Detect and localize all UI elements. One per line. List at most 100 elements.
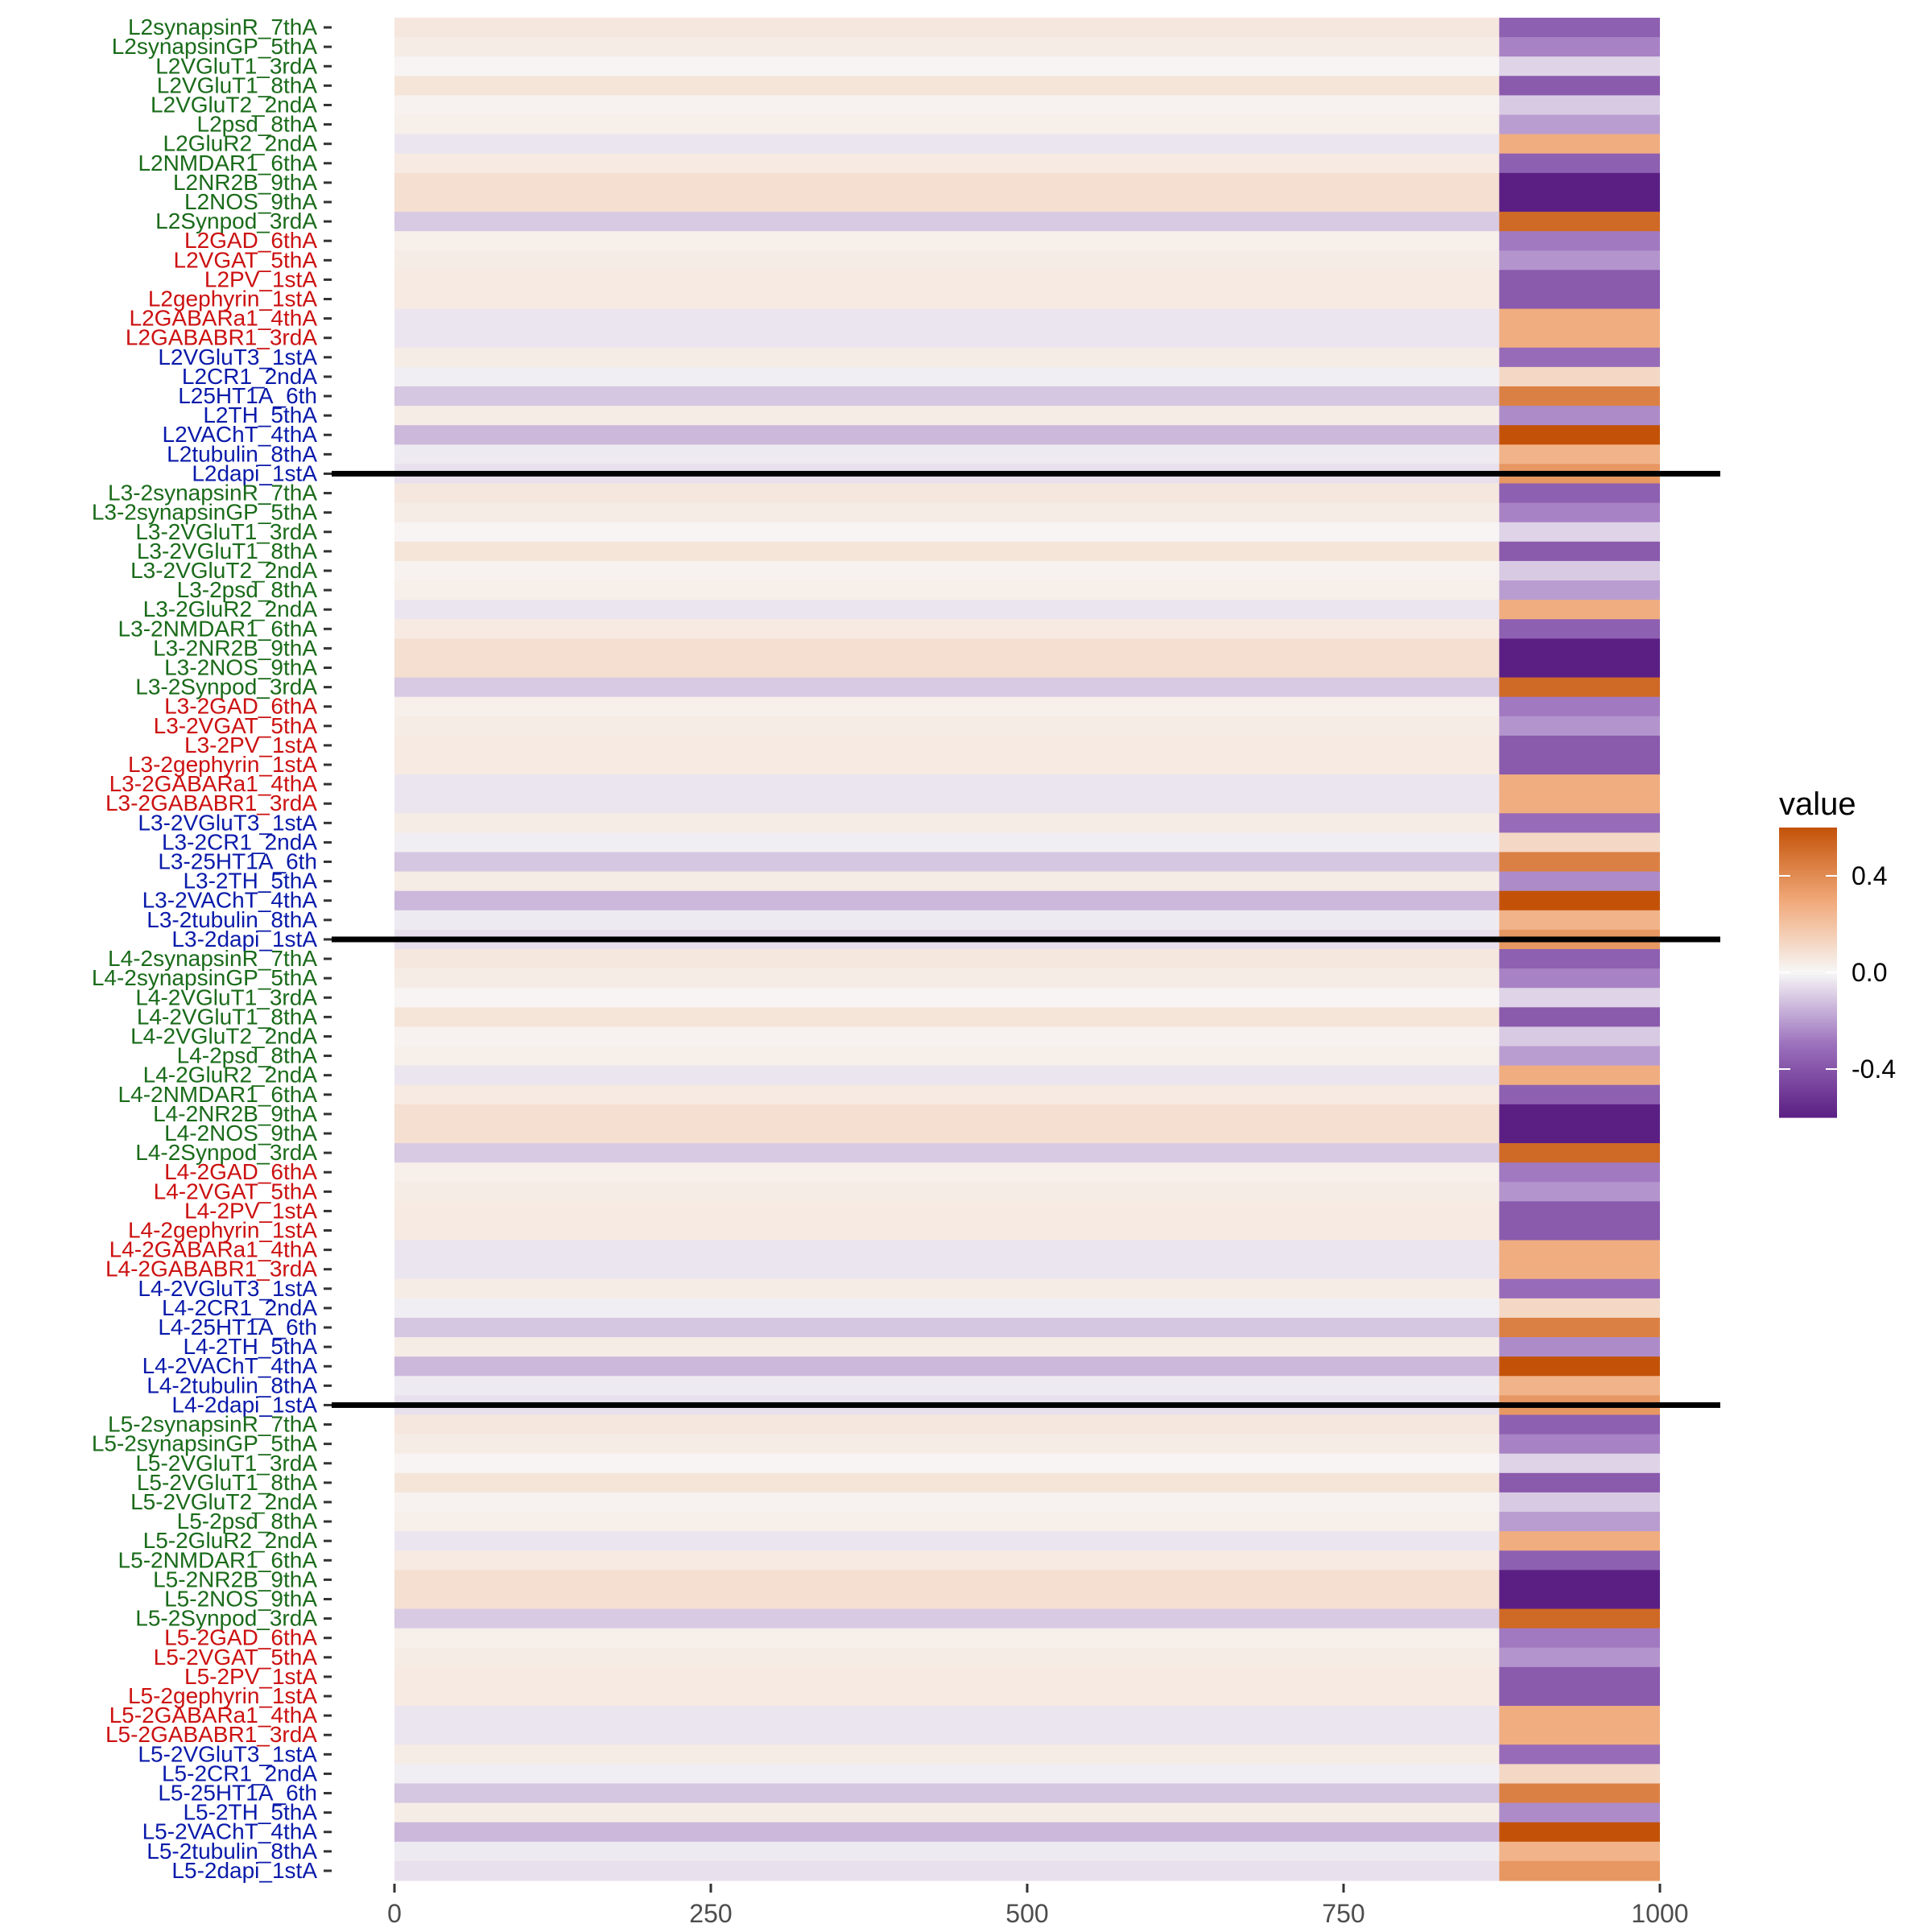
y-tick-label: L3-2NMDAR1_6thA (118, 616, 318, 641)
heatmap-cell (1499, 1182, 1660, 1202)
y-tick-label: L4-2VGluT3_1stA (138, 1276, 317, 1301)
heatmap-cell (1499, 1143, 1660, 1163)
heatmap-cell (394, 444, 1500, 464)
heatmap-cell (394, 1434, 1500, 1455)
heatmap-cell (394, 134, 1500, 155)
legend-color-step (1779, 994, 1837, 997)
legend-color-step (1779, 1033, 1837, 1036)
y-tick-label: L2VGluT3_1stA (158, 345, 317, 369)
heatmap-cell (1499, 1764, 1660, 1785)
y-tick-label: L4-2Synpod_3rdA (135, 1140, 317, 1165)
heatmap-cell (394, 852, 1500, 873)
y-tick-label: L3-2VGluT1_8thA (137, 539, 317, 564)
legend-color-step (1779, 917, 1837, 920)
heatmap-cell (1499, 1414, 1660, 1435)
heatmap-cell (1499, 910, 1660, 931)
legend-color-step (1779, 946, 1837, 949)
legend-color-step (1779, 997, 1837, 1000)
heatmap-cell (394, 347, 1500, 368)
y-tick-label: L4-2tubulin_8thA (147, 1373, 317, 1397)
y-tick-label: L2synapsinR_7thA (128, 14, 317, 39)
heatmap-cell (394, 114, 1500, 135)
y-tick-label: L5-2VGluT2_2ndA (130, 1489, 317, 1514)
x-axis: 0 250 500 750 1000 (387, 1884, 1689, 1928)
heatmap-cell (394, 1841, 1500, 1862)
heatmap-cell (1499, 600, 1660, 620)
legend-color-step (1779, 1115, 1837, 1118)
heatmap-cell (394, 386, 1500, 407)
legend-color-step (1779, 886, 1837, 889)
heatmap-cell (1499, 502, 1660, 523)
heatmap-cell (1499, 580, 1660, 601)
heatmap-cell (1499, 541, 1660, 562)
legend-color-step (1779, 830, 1837, 833)
y-tick-label: L3-2VGAT_5thA (154, 713, 318, 738)
legend-color-step (1779, 1091, 1837, 1094)
heatmap-cell (394, 250, 1500, 270)
y-tick-label: L3-2Synpod_3rdA (135, 675, 317, 700)
heatmap-cell (394, 231, 1500, 251)
y-tick-label: L3-2GAD_6thA (164, 694, 317, 719)
legend-color-step (1779, 1096, 1837, 1099)
heatmap-cell (394, 1550, 1500, 1571)
y-tick-label: L5-2NMDAR1_6thA (118, 1547, 318, 1572)
heatmap-cell (394, 1182, 1500, 1202)
heatmap-cell (394, 774, 1500, 795)
heatmap-cell (1499, 1298, 1660, 1319)
y-tick-label: L2NMDAR1_6thA (138, 151, 317, 175)
heatmap-cell (1499, 1512, 1660, 1532)
y-tick-label: L2NR2B_9thA (173, 170, 317, 195)
heatmap-cell (1499, 716, 1660, 737)
heatmap-cell (1499, 638, 1660, 659)
heatmap-cell (1499, 386, 1660, 407)
heatmap-cell (394, 619, 1500, 639)
legend-color-step (1779, 1079, 1837, 1082)
y-tick-label: L5-2GABARa1_4thA (109, 1703, 318, 1728)
heatmap-cell (394, 1007, 1500, 1028)
legend-color-step (1779, 1018, 1837, 1022)
heatmap-cell (1499, 18, 1660, 38)
heatmap-cell (1499, 1725, 1660, 1745)
heatmap-cell (1499, 1434, 1660, 1455)
legend-color-step (1779, 1100, 1837, 1104)
legend-color-step (1779, 1023, 1837, 1026)
heatmap-cell (394, 1356, 1500, 1377)
y-tick-label: L25HT1A_6th (178, 383, 317, 408)
heatmap-cell (394, 56, 1500, 76)
legend-color-step (1779, 871, 1837, 874)
heatmap-cell (1499, 1802, 1660, 1823)
legend-color-step (1779, 861, 1837, 865)
heatmap-cell (1499, 1162, 1660, 1183)
y-tick-label: L2VAChT_4thA (163, 422, 318, 447)
legend-color-step (1779, 1108, 1837, 1111)
legend-color-step (1779, 931, 1837, 935)
legend-color-step (1779, 975, 1837, 978)
heatmap-cell (394, 1666, 1500, 1687)
y-tick-label: L2VGAT_5thA (174, 247, 318, 272)
heatmap-cell (1499, 289, 1660, 310)
y-tick-label: L4-2GluR2_2ndA (143, 1063, 318, 1088)
legend-color-step (1779, 876, 1837, 879)
legend-color-step (1779, 1098, 1837, 1101)
legend-color-step (1779, 835, 1837, 838)
heatmap-cell (394, 289, 1500, 310)
heatmap-cell (1499, 1589, 1660, 1610)
legend-color-step (1779, 943, 1837, 947)
y-tick-label: L4-2GABABR1_3rdA (105, 1257, 317, 1282)
heatmap-cell (394, 1162, 1500, 1183)
heatmap-cell (394, 696, 1500, 717)
legend-color-step (1779, 1086, 1837, 1089)
heatmap-cell (1499, 172, 1660, 193)
heatmap-cell (394, 1414, 1500, 1435)
heatmap-cell (1499, 696, 1660, 717)
heatmap-cell (1499, 794, 1660, 814)
heatmap-cell (1499, 890, 1660, 911)
y-tick-label: L2CR1_2ndA (182, 364, 317, 389)
legend-color-step (1779, 1088, 1837, 1092)
y-tick-label: L2VGluT1_8thA (157, 72, 318, 97)
y-tick-label: L4-2PV_1stA (184, 1198, 317, 1223)
legend-color-step (1779, 934, 1837, 937)
legend-color-step (1779, 895, 1837, 898)
legend-color-step (1779, 1038, 1837, 1041)
y-tick-label: L5-2tubulin_8thA (147, 1839, 317, 1864)
